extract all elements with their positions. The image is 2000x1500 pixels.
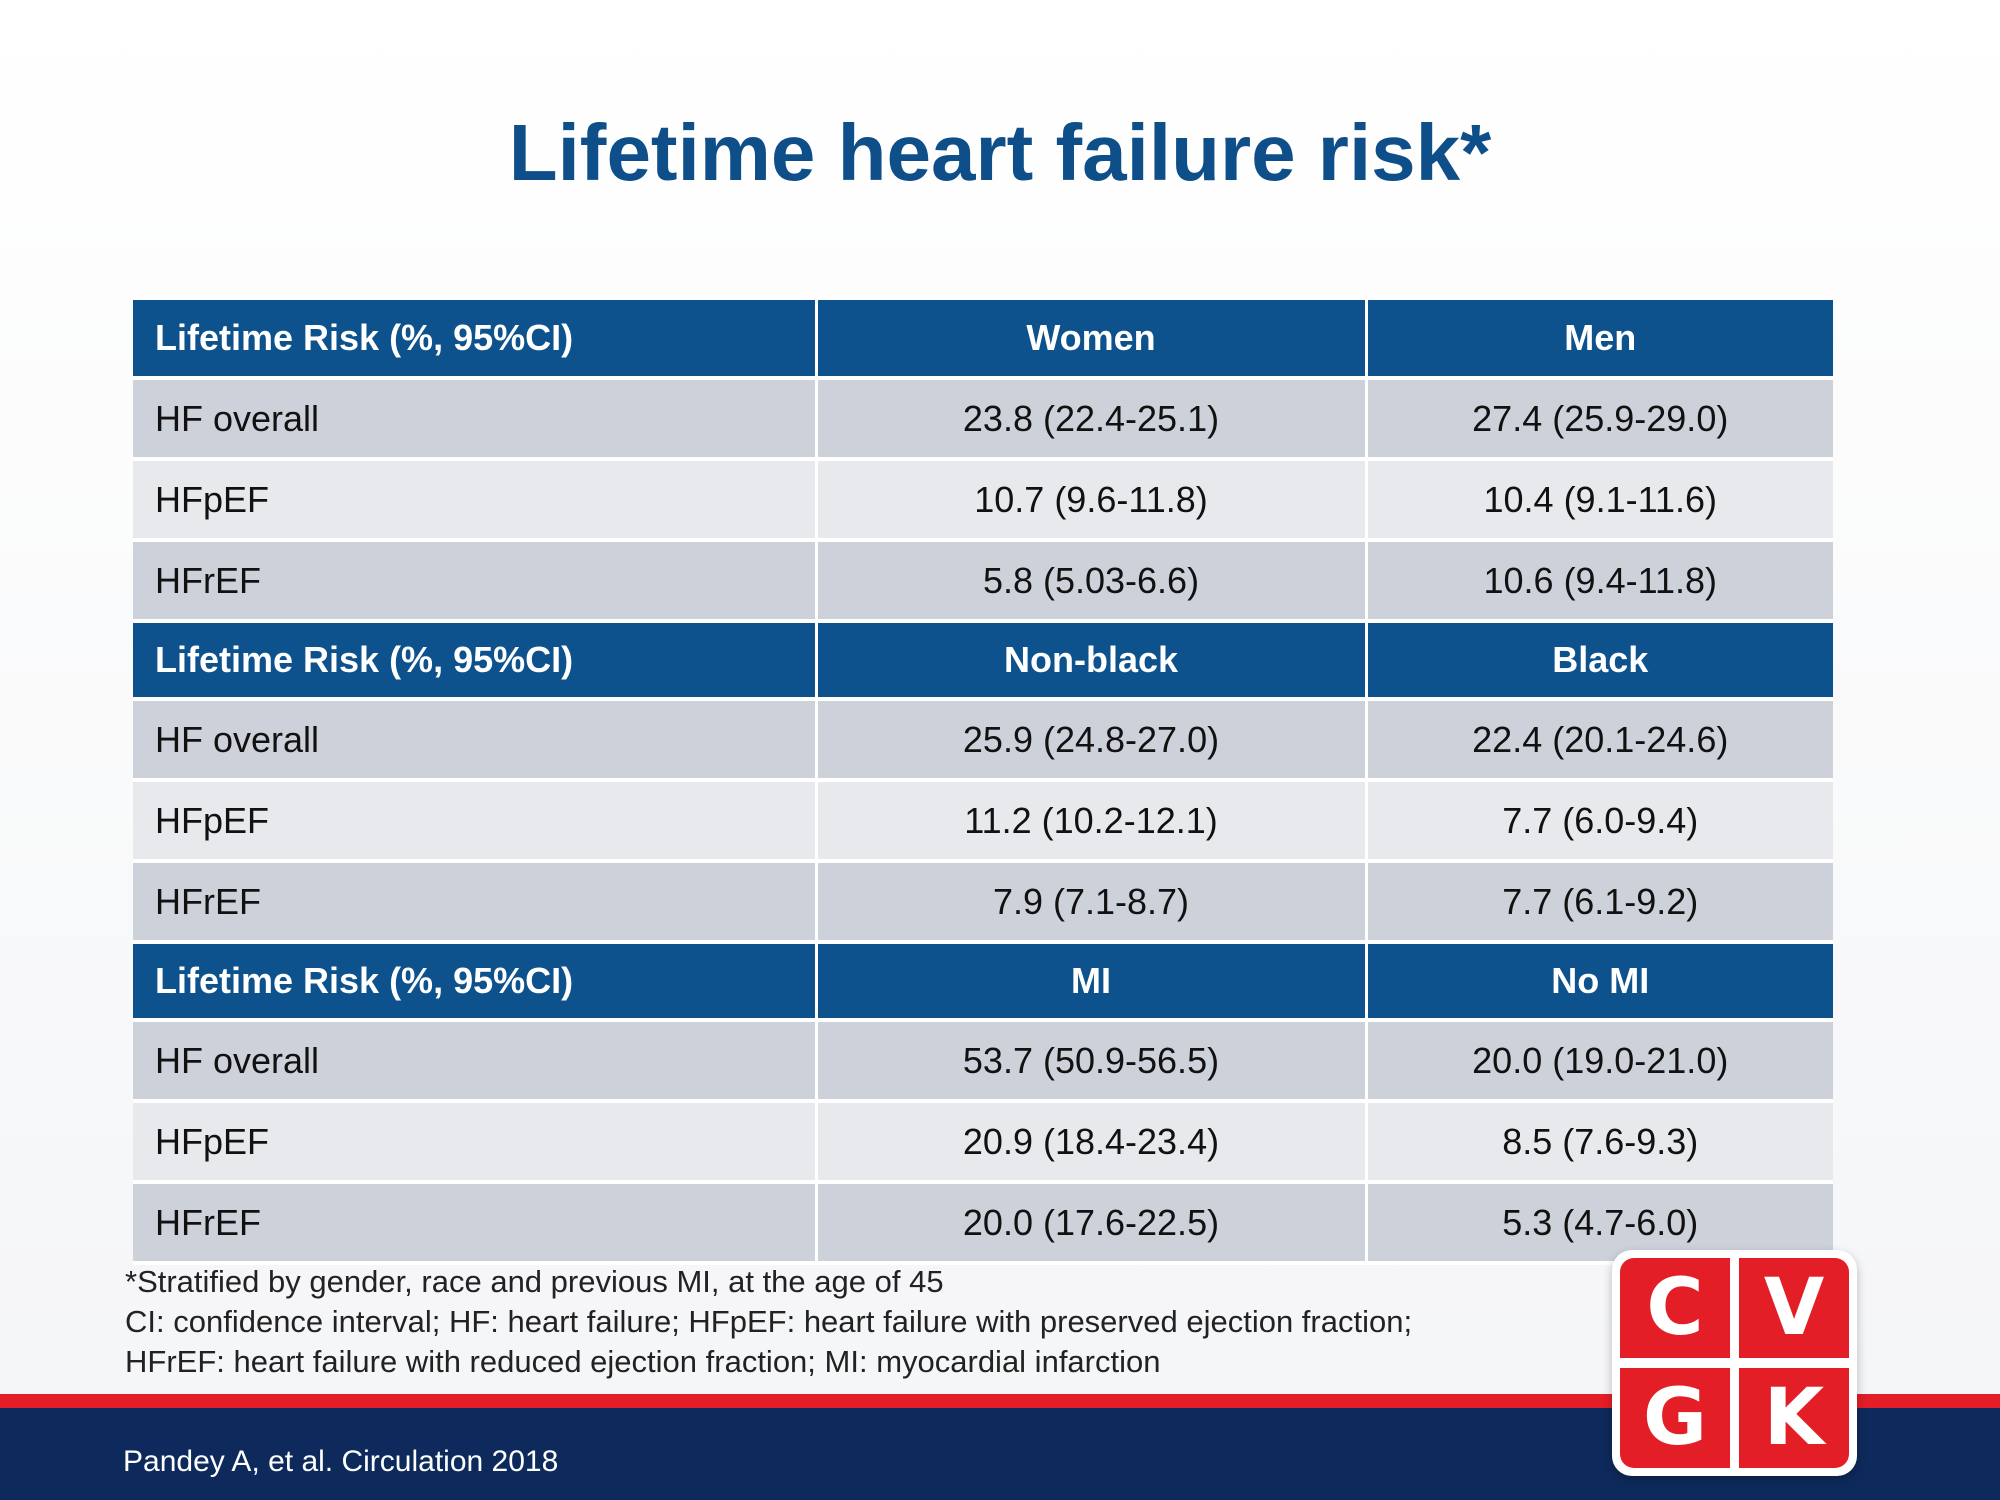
table-row: HF overall 25.9 (24.8-27.0) 22.4 (20.1-2… [133, 699, 1833, 782]
table-cell: 20.0 (19.0-21.0) [1366, 1020, 1833, 1103]
table-row: HFrEF 5.8 (5.03-6.6) 10.6 (9.4-11.8) [133, 540, 1833, 623]
footnote-line: HFrEF: heart failure with reduced ejecti… [125, 1344, 1161, 1379]
table-row: HF overall 53.7 (50.9-56.5) 20.0 (19.0-2… [133, 1020, 1833, 1103]
table-cell: 53.7 (50.9-56.5) [816, 1020, 1368, 1103]
header-label-cell: Lifetime Risk (%, 95%CI) [133, 300, 818, 380]
table-cell: 27.4 (25.9-29.0) [1366, 378, 1833, 461]
cvgk-logo: C V G K [1612, 1250, 1857, 1476]
table-cell: 23.8 (22.4-25.1) [816, 378, 1368, 461]
table-cell: 22.4 (20.1-24.6) [1366, 699, 1833, 782]
row-label: HFpEF [133, 780, 818, 863]
footnote-line: CI: confidence interval; HF: heart failu… [125, 1304, 1413, 1339]
table-cell: 25.9 (24.8-27.0) [816, 699, 1368, 782]
row-label: HF overall [133, 1020, 818, 1103]
lifetime-risk-table: Lifetime Risk (%, 95%CI) Women Men HF ov… [133, 300, 1833, 1265]
citation: Pandey A, et al. Circulation 2018 [123, 1445, 559, 1478]
row-label: HFpEF [133, 1101, 818, 1184]
row-label: HFrEF [133, 861, 818, 944]
table-cell: 11.2 (10.2-12.1) [816, 780, 1368, 863]
logo-letter: C [1620, 1258, 1730, 1358]
table-cell: 5.8 (5.03-6.6) [816, 540, 1368, 623]
table-cell: 10.6 (9.4-11.8) [1366, 540, 1833, 623]
logo-letter: V [1739, 1258, 1849, 1358]
row-label: HFpEF [133, 459, 818, 542]
header-black-cell: Black [1366, 621, 1833, 701]
header-non-black-cell: Non-black [816, 621, 1368, 701]
row-label: HF overall [133, 378, 818, 461]
header-label-cell: Lifetime Risk (%, 95%CI) [133, 621, 818, 701]
header-women-cell: Women [816, 300, 1368, 380]
header-mi-cell: MI [816, 942, 1368, 1022]
slide-title: Lifetime heart failure risk* [508, 108, 1492, 197]
row-label: HF overall [133, 699, 818, 782]
table-cell: 20.0 (17.6-22.5) [816, 1182, 1368, 1265]
header-no-mi-cell: No MI [1366, 942, 1833, 1022]
row-label: HFrEF [133, 540, 818, 623]
section-header-gender: Lifetime Risk (%, 95%CI) Women Men [133, 300, 1833, 380]
table-cell: 20.9 (18.4-23.4) [816, 1101, 1368, 1184]
table-cell: 10.4 (9.1-11.6) [1366, 459, 1833, 542]
section-header-race: Lifetime Risk (%, 95%CI) Non-black Black [133, 621, 1833, 701]
table-row: HFrEF 7.9 (7.1-8.7) 7.7 (6.1-9.2) [133, 861, 1833, 944]
table-row: HFpEF 10.7 (9.6-11.8) 10.4 (9.1-11.6) [133, 459, 1833, 542]
table-cell: 8.5 (7.6-9.3) [1366, 1101, 1833, 1184]
table-row: HFrEF 20.0 (17.6-22.5) 5.3 (4.7-6.0) [133, 1182, 1833, 1265]
logo-letter: K [1739, 1368, 1849, 1468]
table-cell: 7.7 (6.0-9.4) [1366, 780, 1833, 863]
table-row: HFpEF 20.9 (18.4-23.4) 8.5 (7.6-9.3) [133, 1101, 1833, 1184]
table-cell: 7.7 (6.1-9.2) [1366, 861, 1833, 944]
table-row: HFpEF 11.2 (10.2-12.1) 7.7 (6.0-9.4) [133, 780, 1833, 863]
header-label-cell: Lifetime Risk (%, 95%CI) [133, 942, 818, 1022]
footnotes: *Stratified by gender, race and previous… [125, 1262, 1575, 1382]
header-men-cell: Men [1366, 300, 1833, 380]
logo-letter: G [1620, 1368, 1730, 1468]
footnote-line: *Stratified by gender, race and previous… [125, 1264, 944, 1299]
footer-accent-stripe [0, 1394, 2000, 1408]
row-label: HFrEF [133, 1182, 818, 1265]
table-cell: 7.9 (7.1-8.7) [816, 861, 1368, 944]
section-header-mi: Lifetime Risk (%, 95%CI) MI No MI [133, 942, 1833, 1022]
table-cell: 10.7 (9.6-11.8) [816, 459, 1368, 542]
table-row: HF overall 23.8 (22.4-25.1) 27.4 (25.9-2… [133, 378, 1833, 461]
